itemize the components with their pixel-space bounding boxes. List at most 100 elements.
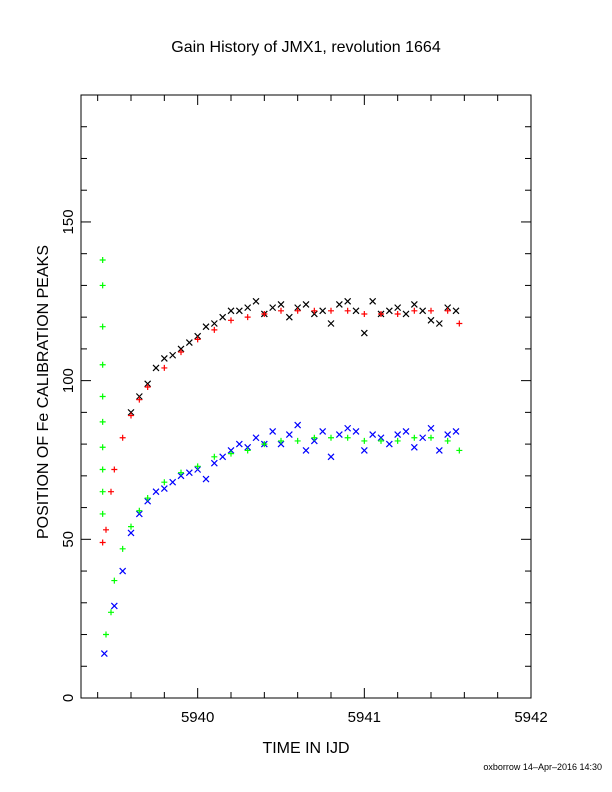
data-point-x — [127, 408, 135, 416]
series-0 — [127, 297, 460, 416]
data-point-x — [335, 301, 343, 308]
data-point-plus — [99, 257, 106, 264]
data-point-x — [227, 447, 235, 454]
data-point-x — [244, 443, 252, 451]
data-point-x — [360, 329, 368, 337]
data-point-x — [235, 440, 243, 448]
data-point-x — [285, 431, 293, 439]
data-point-plus — [411, 434, 418, 441]
data-point-x — [319, 427, 327, 435]
data-point-x — [377, 434, 385, 442]
data-point-x — [310, 437, 318, 445]
data-point-x — [327, 320, 335, 327]
data-point-plus — [394, 310, 401, 317]
data-point-x — [294, 304, 302, 312]
data-point-x — [219, 313, 227, 321]
data-point-x — [419, 307, 427, 315]
data-point-plus — [444, 307, 451, 314]
data-point-x — [302, 447, 310, 454]
data-point-x — [452, 307, 460, 315]
data-point-x — [119, 567, 127, 575]
data-point-x — [235, 307, 243, 315]
data-point-plus — [103, 526, 109, 533]
x-tick-label: 5940 — [181, 709, 214, 726]
data-point-plus — [99, 361, 106, 368]
data-point-x — [410, 301, 418, 308]
data-point-x — [244, 304, 252, 312]
data-point-x — [100, 650, 108, 657]
data-point-plus — [261, 310, 268, 317]
data-point-plus — [311, 307, 318, 314]
data-point-plus — [136, 507, 143, 514]
y-tick-label: 100 — [60, 368, 77, 393]
data-point-plus — [344, 434, 351, 441]
data-point-x — [410, 443, 418, 451]
data-point-x — [385, 307, 393, 315]
data-point-x — [252, 434, 260, 442]
x-tick-label: 5942 — [514, 709, 547, 726]
data-point-x — [427, 316, 435, 324]
series-1 — [99, 307, 463, 546]
data-point-x — [444, 431, 452, 439]
data-point-plus — [119, 545, 126, 552]
data-point-plus — [99, 539, 106, 546]
data-point-x — [385, 440, 393, 448]
plot-frame — [80, 94, 532, 699]
data-point-x — [402, 310, 410, 318]
data-point-plus — [456, 447, 463, 454]
y-tick-label: 0 — [60, 694, 77, 702]
data-point-x — [427, 424, 435, 432]
data-point-plus — [294, 307, 301, 314]
data-point-x — [369, 297, 377, 305]
data-point-x — [344, 297, 352, 305]
data-point-plus — [378, 437, 384, 444]
data-point-x — [185, 339, 193, 346]
data-point-plus — [178, 469, 184, 476]
data-point-plus — [119, 434, 126, 441]
y-tick-label: 50 — [60, 531, 77, 548]
data-point-plus — [328, 434, 334, 441]
data-point-plus — [278, 307, 284, 314]
x-axis-label: TIME IN IJD — [262, 740, 349, 757]
data-point-plus — [111, 577, 118, 584]
data-marks — [99, 257, 463, 657]
data-point-x — [394, 431, 402, 439]
data-point-plus — [428, 434, 434, 441]
data-point-x — [160, 485, 168, 492]
data-point-x — [435, 447, 443, 454]
data-point-plus — [244, 447, 251, 454]
data-point-x — [177, 472, 185, 480]
data-point-x — [352, 427, 360, 435]
data-point-plus — [328, 307, 334, 314]
data-point-plus — [444, 437, 451, 444]
data-point-x — [127, 529, 135, 537]
data-point-x — [352, 307, 360, 315]
x-tick-label: 5941 — [348, 709, 381, 726]
data-point-plus — [178, 349, 184, 356]
data-point-plus — [361, 437, 368, 444]
data-point-x — [435, 320, 443, 327]
data-point-plus — [411, 307, 418, 314]
data-point-plus — [344, 307, 351, 314]
data-point-plus — [261, 441, 268, 448]
data-point-x — [144, 497, 152, 505]
data-point-plus — [144, 383, 151, 390]
data-point-x — [369, 431, 377, 439]
data-point-x — [302, 301, 310, 308]
data-point-plus — [194, 336, 201, 343]
data-point-x — [160, 354, 168, 362]
data-point-plus — [161, 364, 168, 371]
series-4 — [99, 257, 106, 517]
data-point-plus — [456, 320, 463, 327]
data-point-plus — [108, 609, 114, 616]
series-2 — [100, 421, 460, 657]
data-point-x — [227, 307, 235, 315]
data-point-plus — [99, 282, 106, 289]
data-point-x — [419, 434, 427, 442]
series-3 — [103, 434, 463, 638]
y-tick-label: 150 — [60, 209, 77, 234]
data-point-plus — [99, 323, 106, 330]
data-point-x — [135, 393, 143, 400]
data-point-plus — [161, 479, 168, 486]
